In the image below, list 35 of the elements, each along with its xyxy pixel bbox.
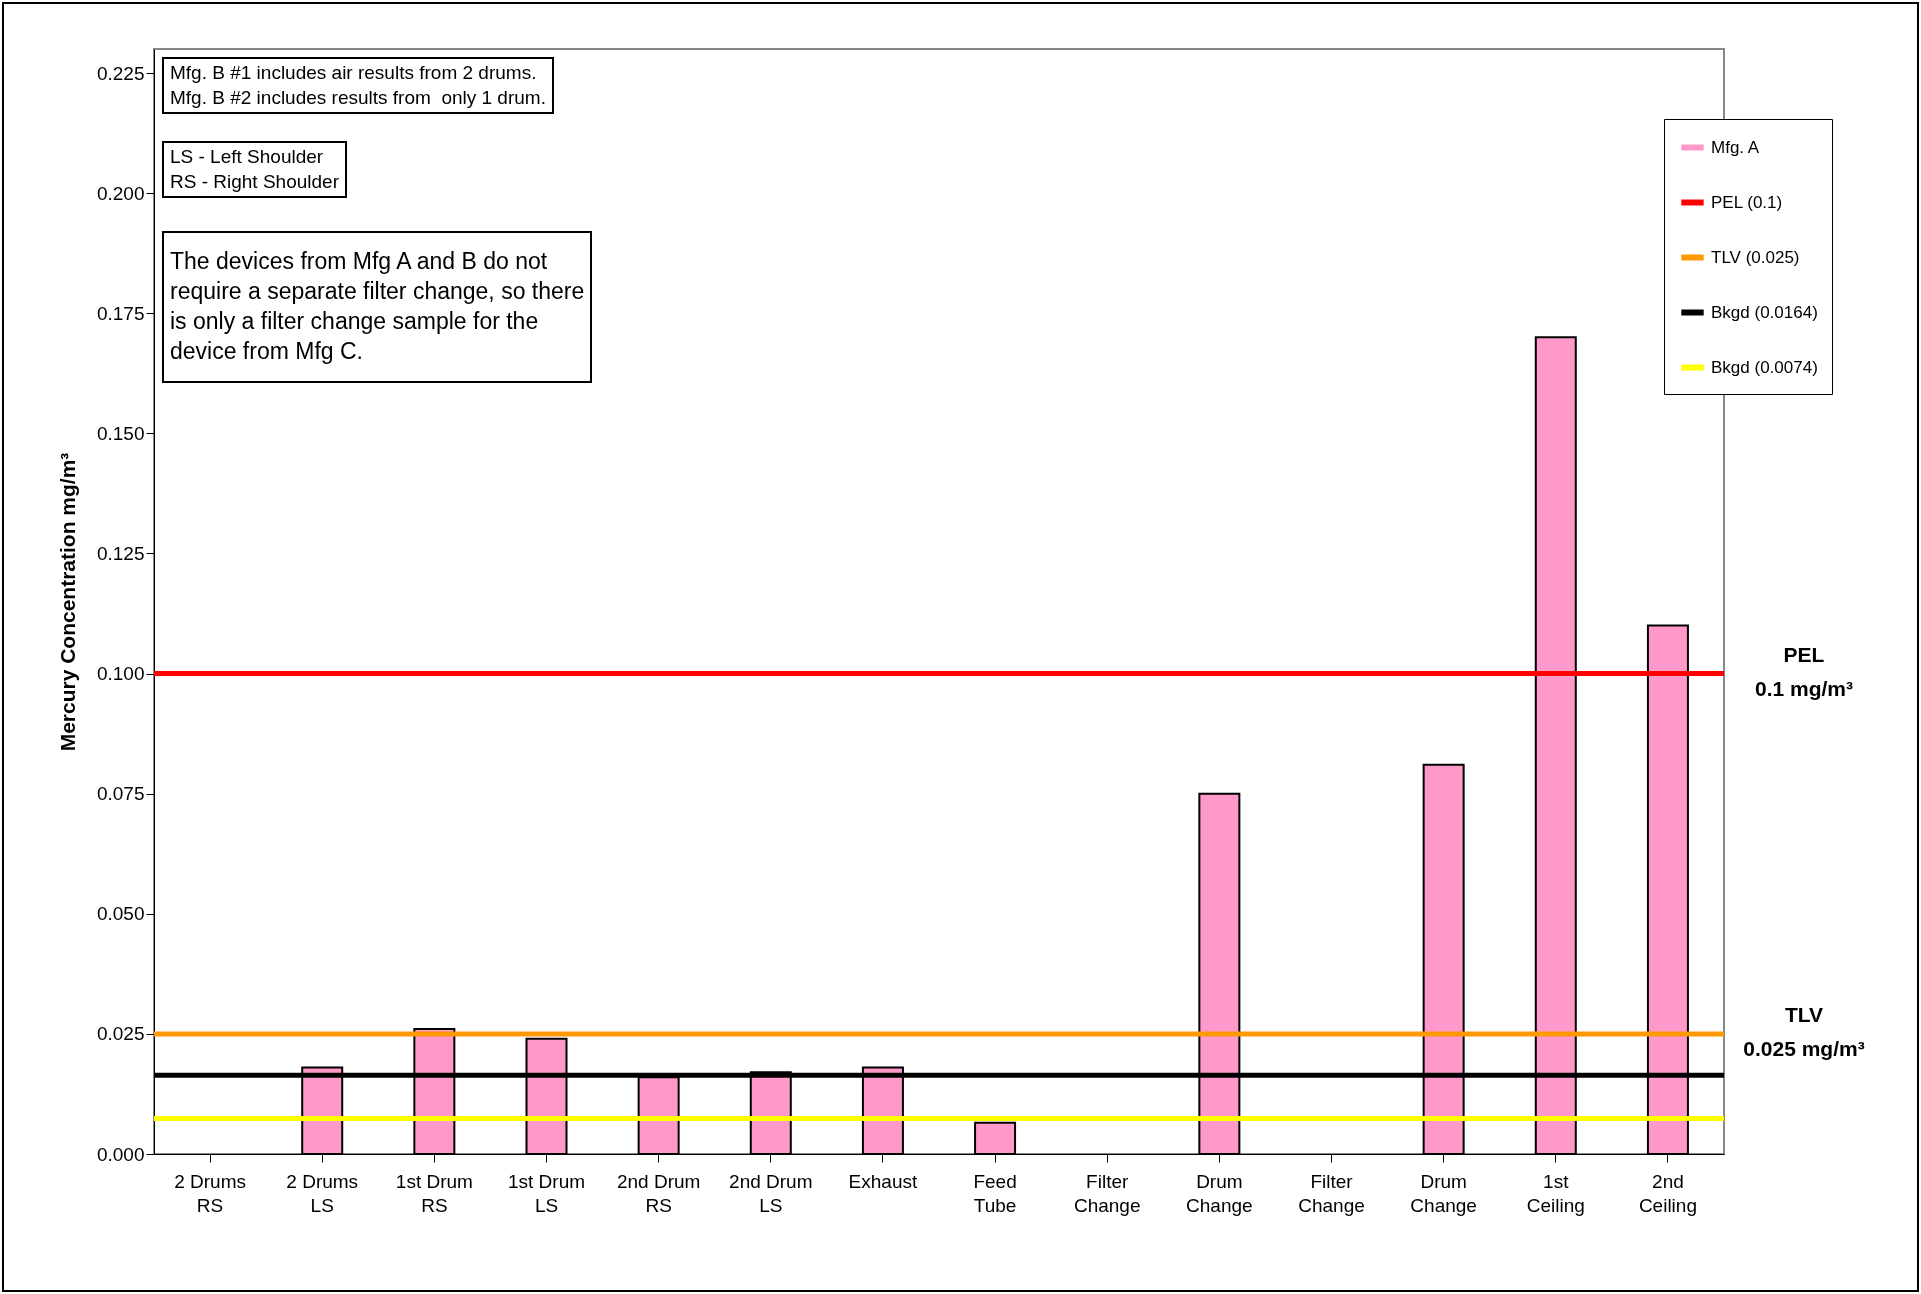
x-tick-label: Feed Tube [973,1170,1017,1216]
annotation: Mfg. B #1 includes air results from 2 drums. Mfg. B #2 includes results from only 1 drum. [162,57,554,115]
y-tick-label: 0.075 [96,783,145,805]
x-tick-label: 2nd Drum LS [729,1170,813,1216]
x-tick-label: Filter Change [1298,1170,1365,1216]
y-tick-label: 0.150 [96,422,145,444]
legend-label: Bkgd (0.0164) [1711,302,1818,322]
y-tick-label: 0.225 [96,62,145,84]
y-tick-label: 0.050 [96,903,145,925]
text: PEL 0.1 mg/m³ [1754,642,1854,700]
legend-label: TLV (0.025) [1711,247,1800,267]
legend-label: Bkgd (0.0074) [1711,357,1818,377]
legend-label: Mfg. A [1711,137,1760,157]
y-tick-label: 0.025 [96,1023,145,1045]
annotation: The devices from Mfg A and B do not require a separate filter change, so there is only a filter change sample for the device from Mfg C. [162,231,593,383]
x-tick-label: 1st Ceiling [1526,1170,1585,1216]
x-tick-label: Drum Change [1186,1170,1253,1216]
x-tick-label: 2nd Ceiling [1638,1170,1697,1216]
y-tick-label: 0.175 [96,302,145,324]
text: TLV 0.025 mg/m³ [1743,1002,1865,1060]
x-tick-label: Drum Change [1410,1170,1477,1216]
x-tick-label: Filter Change [1073,1170,1141,1216]
y-tick-label: 0.200 [96,182,145,204]
x-tick-label: 1st Drum RS [395,1170,473,1216]
x-tick-label: 1st Drum LS [507,1170,586,1216]
x-tick-label: 2 Drums LS [286,1170,359,1216]
y-tick-label: 0.100 [96,663,145,685]
y-tick-label: 0.125 [96,542,145,564]
x-tick-label: Exhaust [848,1170,918,1192]
y-axis-title: Mercury Concentration mg/m³ [55,452,79,752]
x-tick-label: 2nd Drum RS [616,1170,701,1216]
y-tick-label: 0.000 [96,1143,145,1165]
legend-label: PEL (0.1) [1711,192,1783,212]
annotation: LS - Left Shoulder RS - Right Shoulder [162,141,347,199]
x-tick-label: 2 Drums RS [174,1170,246,1216]
